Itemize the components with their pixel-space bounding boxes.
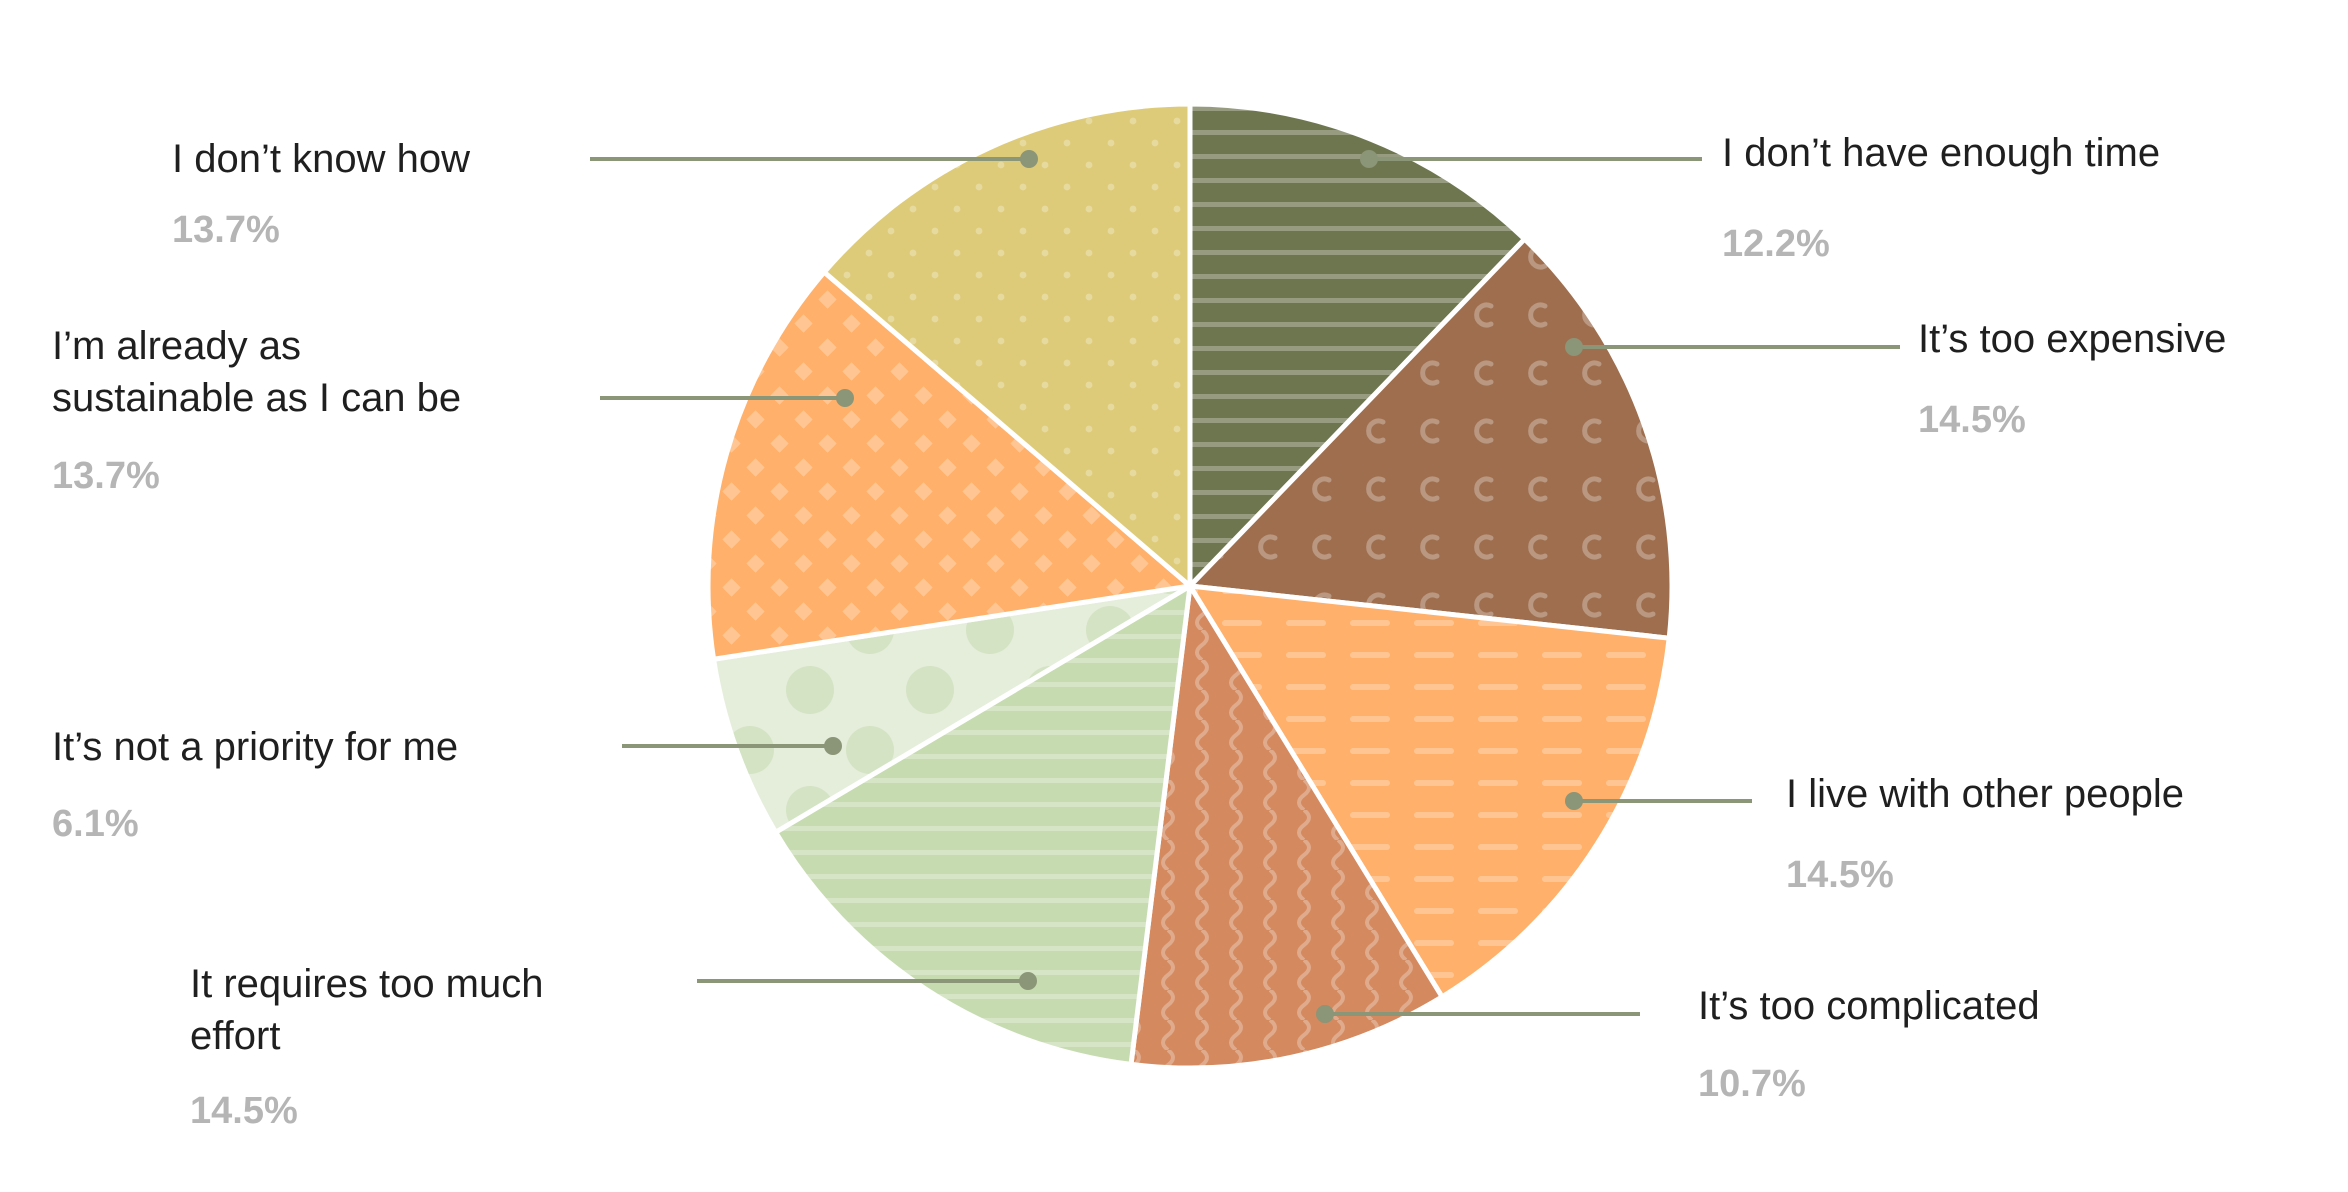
leader-dot [1316,1005,1334,1023]
pie-slice [821,101,1193,589]
slice-label: It requires too much effort [190,962,544,1058]
leader-dot [824,737,842,755]
leader-dot [836,389,854,407]
slice-value-label: 12.2% [1722,223,1830,265]
leader-dot [1565,792,1583,810]
slice-label: I don’t have enough time [1722,131,2160,175]
slice-value-label: 10.7% [1698,1063,1806,1105]
slice-label: It’s too expensive [1918,317,2226,361]
leader-dot [1360,150,1378,168]
pie-slice [1187,583,1672,1000]
leader-dot [1020,150,1038,168]
slice-label: It’s too complicated [1698,984,2040,1028]
slice-label: It’s not a priority for me [52,725,458,769]
slice-label: I don’t know how [172,137,470,181]
leader-dot [1565,338,1583,356]
slice-value-label: 13.7% [172,209,280,251]
pie-slice [1128,583,1445,1071]
slice-value-label: 6.1% [52,803,139,845]
pie-slice [1187,101,1528,589]
slice-value-label: 13.7% [52,455,160,497]
slice-label: I’m already as sustainable as I can be [52,324,461,420]
slice-label: I live with other people [1786,772,2184,816]
pie-slice [711,583,1193,835]
pie-slice [773,583,1193,1067]
slice-value-label: 14.5% [1786,854,1894,896]
leader-dot [1019,972,1037,990]
slice-value-label: 14.5% [190,1090,298,1132]
pie-slice [705,269,1193,662]
pie-slice [1187,236,1675,641]
slice-value-label: 14.5% [1918,399,2026,441]
